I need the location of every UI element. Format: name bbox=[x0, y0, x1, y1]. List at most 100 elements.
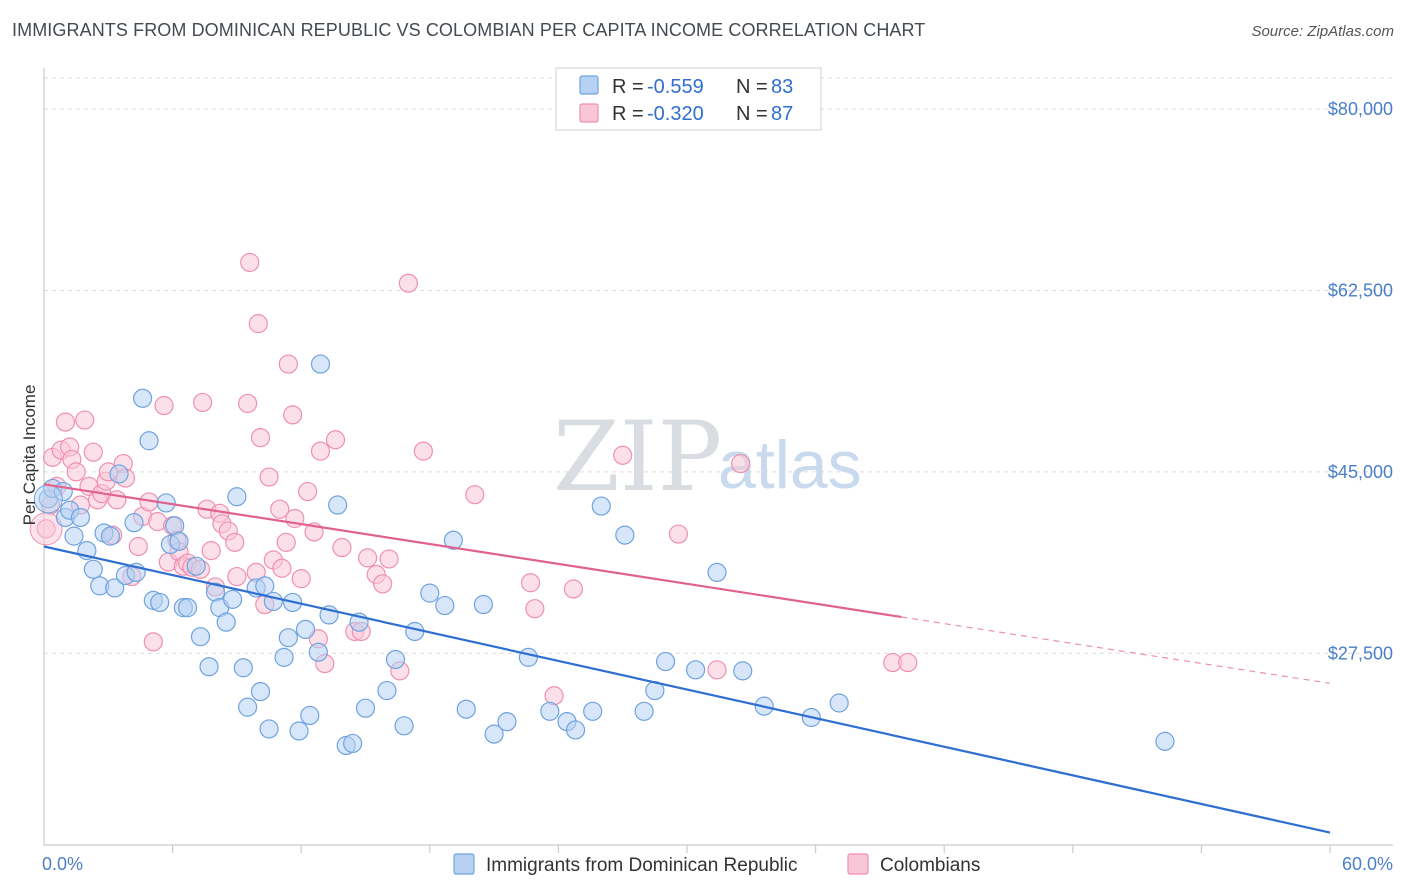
dominican-point-63 bbox=[456, 699, 476, 719]
dominican-point-78 bbox=[707, 562, 727, 583]
colombian-trend-extension bbox=[901, 616, 1331, 684]
stats-legend: R = -0.559 N = 83 R = -0.320 N = 87 bbox=[555, 67, 822, 131]
colombian-point-83 bbox=[707, 660, 727, 680]
dominican-point-13 bbox=[109, 464, 129, 484]
dominican-point-27 bbox=[186, 556, 206, 576]
colombian-point-66 bbox=[332, 537, 352, 558]
colombian-point-12 bbox=[83, 442, 103, 462]
dominican-point-43 bbox=[278, 628, 298, 648]
dominican-point-46 bbox=[295, 619, 316, 640]
watermark-zip: ZIP bbox=[553, 401, 722, 513]
dominican-point-57 bbox=[385, 649, 406, 670]
dominican-point-20 bbox=[150, 592, 170, 613]
colombian-point-45 bbox=[238, 393, 258, 414]
dominican-point-60 bbox=[420, 583, 440, 603]
dominican-point-32 bbox=[216, 612, 236, 632]
colombian-point-80 bbox=[563, 579, 584, 599]
dominican-point-72 bbox=[591, 496, 611, 516]
dominican-point-74 bbox=[634, 701, 654, 721]
colombian-point-75 bbox=[413, 441, 433, 461]
legend-n-label-blue: N = bbox=[736, 76, 768, 98]
dominican-point-34 bbox=[227, 487, 247, 507]
trend-lines bbox=[43, 483, 1331, 834]
dominican-point-71 bbox=[583, 701, 603, 721]
y-tick-label-1: $45,000 bbox=[1328, 462, 1393, 482]
legend-box bbox=[555, 67, 822, 131]
colombian-point-51 bbox=[259, 467, 279, 487]
dominican-point-77 bbox=[685, 660, 706, 680]
colombian-point-27 bbox=[154, 395, 174, 416]
colombian-point-86 bbox=[898, 652, 918, 673]
dominican-point-70 bbox=[565, 720, 586, 740]
colombian-point-5 bbox=[55, 412, 76, 432]
colombian-point-25 bbox=[143, 632, 163, 652]
dominican-point-67 bbox=[518, 647, 538, 667]
colombian-point-54 bbox=[272, 558, 292, 578]
dominican-point-38 bbox=[250, 681, 271, 702]
y-tick-label-2: $62,500 bbox=[1328, 280, 1393, 300]
dominican-point-36 bbox=[238, 697, 258, 717]
dominican-point-29 bbox=[199, 657, 219, 677]
colombian-point-49 bbox=[250, 428, 271, 448]
dominican-trend-line bbox=[43, 545, 1331, 834]
legend-n-value-blue: 83 bbox=[771, 76, 793, 98]
dominican-point-48 bbox=[308, 642, 328, 662]
dominican-point-12 bbox=[105, 578, 125, 598]
colombian-point-55 bbox=[276, 532, 296, 552]
dominican-point-6 bbox=[70, 507, 91, 528]
y-tick-label-3: $80,000 bbox=[1328, 99, 1393, 119]
dominican-point-47 bbox=[300, 705, 320, 726]
colombian-point-65 bbox=[325, 430, 346, 450]
colombian-point-36 bbox=[193, 392, 213, 413]
x-tick-label-max: 60.0% bbox=[1342, 854, 1393, 874]
colombian-point-48 bbox=[248, 314, 268, 334]
colombian-point-57 bbox=[283, 405, 303, 425]
legend-r-label-blue: R = bbox=[612, 76, 644, 98]
legend-r-value-pink: -0.320 bbox=[647, 103, 704, 125]
colombian-point-63 bbox=[310, 441, 331, 461]
dominican-point-24 bbox=[169, 531, 189, 551]
colombian-point-8 bbox=[66, 462, 86, 482]
dominican-point-26 bbox=[178, 598, 198, 618]
colombian-point-56 bbox=[278, 354, 298, 374]
colombian-point-78 bbox=[525, 599, 545, 619]
bottom-legend-swatch-blue bbox=[453, 853, 475, 875]
dominican-point-33 bbox=[223, 589, 243, 609]
colombian-point-46 bbox=[240, 252, 260, 273]
colombian-point-81 bbox=[613, 445, 633, 465]
dominican-point-28 bbox=[190, 627, 211, 647]
dominican-point-15 bbox=[124, 513, 144, 533]
colombian-point-38 bbox=[201, 541, 221, 561]
y-tick-labels: $27,500 $45,000 $62,500 $80,000 bbox=[1328, 99, 1393, 663]
colombian-point-72 bbox=[379, 549, 399, 569]
dominican-point-17 bbox=[132, 388, 153, 408]
dominican-point-8 bbox=[83, 559, 103, 579]
dominican-point-65 bbox=[484, 724, 504, 744]
colombian-point-84 bbox=[730, 453, 751, 474]
dominican-point-53 bbox=[343, 733, 363, 754]
dominican-point-51 bbox=[328, 495, 348, 515]
bottom-legend-swatch-pink bbox=[847, 853, 869, 875]
colombian-point-69 bbox=[358, 548, 378, 568]
colombian-point-59 bbox=[291, 569, 311, 589]
legend-swatch-blue bbox=[579, 75, 599, 95]
colombian-point-60 bbox=[298, 481, 318, 502]
colombian-point-53 bbox=[270, 499, 290, 519]
dominican-point-55 bbox=[355, 698, 376, 718]
dominican-point-64 bbox=[473, 594, 493, 615]
watermark: ZIP atlas bbox=[553, 401, 862, 513]
dominican-point-58 bbox=[394, 716, 414, 736]
colombian-point-71 bbox=[373, 574, 393, 594]
colombian-point-76 bbox=[465, 485, 485, 505]
dominican-point-62 bbox=[443, 530, 463, 550]
dominican-point-35 bbox=[233, 658, 253, 678]
dominican-point-82 bbox=[829, 693, 849, 713]
y-axis-label: Per Capita Income bbox=[20, 385, 39, 526]
x-tick-label-min: 0.0% bbox=[42, 854, 83, 874]
dominican-point-61 bbox=[435, 595, 455, 616]
legend-r-value-blue: -0.559 bbox=[647, 76, 704, 98]
colombian-point-10 bbox=[75, 410, 95, 430]
chart-source: Source: ZipAtlas.com bbox=[1251, 23, 1394, 40]
legend-r-label-pink: R = bbox=[612, 103, 644, 125]
legend-n-label-pink: N = bbox=[736, 103, 768, 125]
